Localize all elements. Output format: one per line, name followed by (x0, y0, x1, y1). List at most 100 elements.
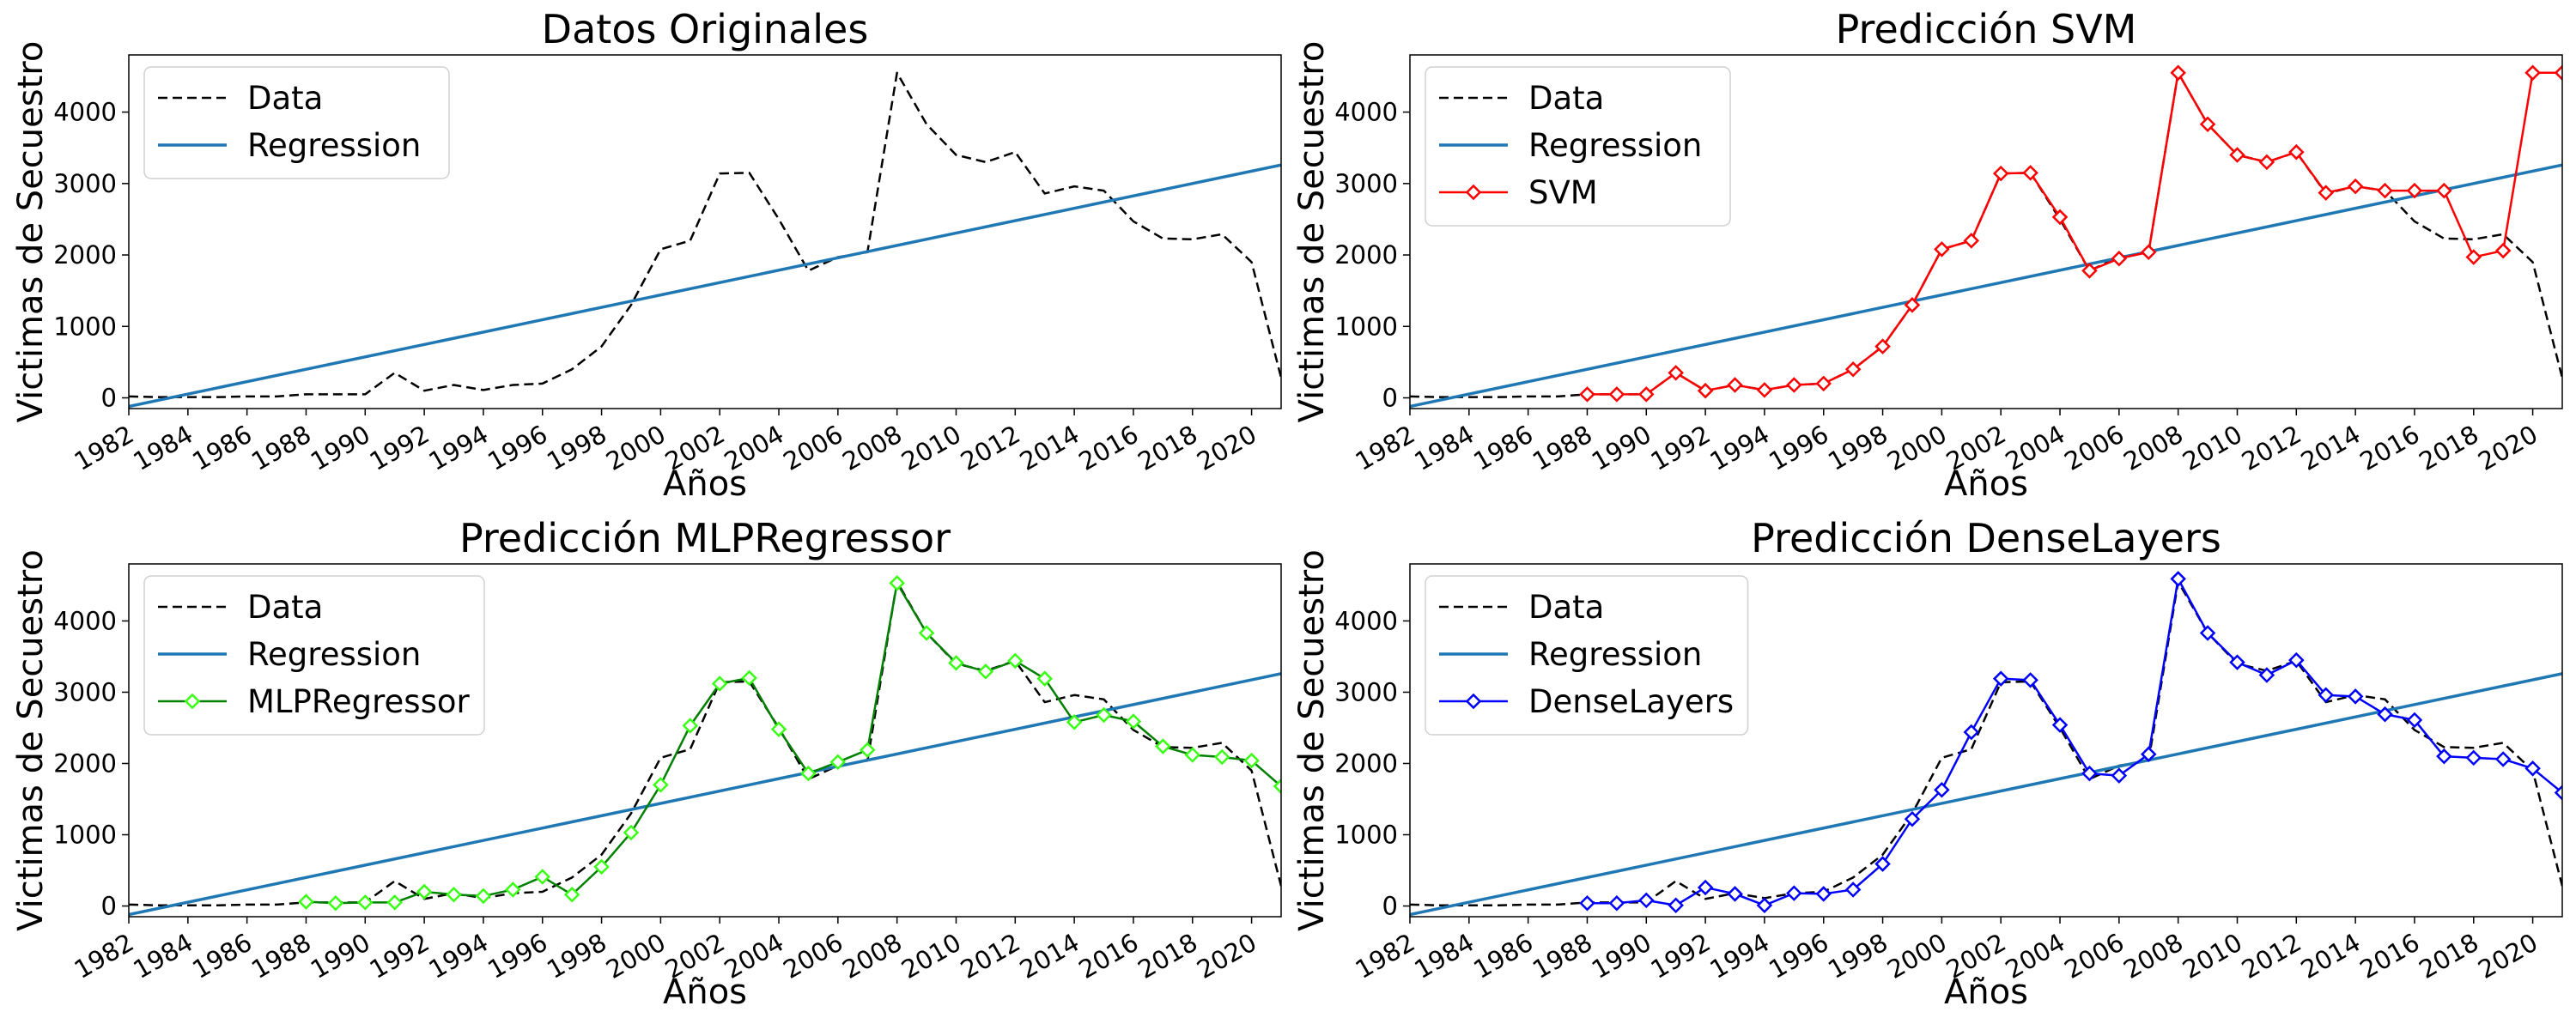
y-tick-label: 1000 (53, 312, 117, 341)
y-tick-label: 2000 (53, 748, 117, 778)
x-tick-label: 1998 (542, 928, 611, 985)
data-point-denselayers (1638, 892, 1655, 909)
legend-item-mlpregressor: MLPRegressor (158, 683, 470, 720)
data-point-denselayers (2318, 687, 2334, 704)
legend-label: Data (1528, 80, 1604, 117)
data-point-denselayers (2170, 571, 2186, 587)
x-tick-label: 2000 (601, 420, 671, 476)
data-point-svm (2377, 182, 2393, 199)
y-tick-label: 1000 (1334, 312, 1398, 341)
y-tick-label: 0 (1382, 892, 1398, 921)
x-tick-label: 2006 (2059, 928, 2129, 985)
data-point-svm (1579, 386, 1595, 403)
x-tick-label: 1984 (1409, 420, 1479, 476)
data-point-denselayers (2022, 672, 2038, 688)
x-tick-label: 2006 (2059, 420, 2129, 476)
x-tick-label: 1988 (1528, 928, 1597, 985)
x-tick-label: 2020 (1192, 420, 1261, 476)
x-tick-label: 1998 (1823, 420, 1893, 476)
legend-label: MLPRegressor (247, 683, 470, 720)
series-line-mlpregressor (306, 582, 1281, 905)
data-point-mlpregressor (800, 765, 817, 782)
legend-label: DenseLayers (1528, 683, 1734, 720)
data-point-mlpregressor (446, 886, 462, 903)
series-line-regression (1410, 163, 2562, 409)
data-point-denselayers (2199, 625, 2216, 641)
x-tick-label: 1994 (1704, 420, 1774, 476)
data-point-svm (2347, 178, 2364, 195)
series-line-data (129, 71, 1281, 398)
data-point-svm (1992, 165, 2009, 182)
x-tick-label: 1996 (1764, 928, 1833, 985)
y-tick-label: 1000 (1334, 821, 1398, 850)
data-point-svm (2554, 64, 2562, 82)
data-point-svm (2022, 165, 2038, 181)
data-point-svm (1934, 241, 1950, 258)
data-point-svm (1608, 386, 1625, 403)
data-point-denselayers (2258, 667, 2275, 683)
x-tick-label: 2008 (837, 420, 907, 476)
x-tick-label: 2020 (2473, 420, 2543, 476)
data-point-mlpregressor (593, 858, 610, 876)
data-point-mlpregressor (475, 888, 492, 905)
data-point-denselayers (1668, 897, 1684, 913)
x-tick-label: 1990 (1587, 420, 1656, 476)
axes-frame (128, 54, 1282, 409)
x-tick-label: 2016 (2355, 420, 2425, 476)
plot-area (129, 71, 1281, 409)
x-tick-label: 2020 (2473, 928, 2543, 985)
y-axis-label: Victimas de Secuestro (11, 41, 51, 423)
chart-title: Predicción MLPRegressor (459, 515, 951, 561)
legend-box (1425, 575, 1749, 736)
series-line-regression (1410, 672, 2562, 917)
data-point-mlpregressor (1243, 752, 1260, 769)
x-tick-label: 2006 (778, 928, 848, 985)
data-point-denselayers (2288, 651, 2305, 669)
data-point-mlpregressor (859, 742, 876, 758)
data-point-mlpregressor (1007, 652, 1024, 670)
x-tick-label: 1996 (483, 928, 552, 985)
x-tick-label: 1984 (128, 420, 197, 476)
series-line-denselayers (1587, 578, 2562, 906)
data-point-svm (2051, 209, 2069, 226)
legend-item-data: Data (1439, 589, 1604, 626)
data-point-mlpregressor (918, 625, 935, 641)
data-point-denselayers (2465, 749, 2482, 766)
axes-frame (1409, 563, 2563, 918)
data-point-svm (2199, 116, 2216, 133)
x-tick-label: 2010 (2178, 928, 2247, 985)
legend-item-regression: Regression (158, 636, 421, 673)
x-axis-label: Años (1944, 972, 2028, 1012)
x-tick-label: 2008 (2118, 420, 2188, 476)
data-point-denselayers (2524, 760, 2541, 777)
data-point-svm (2494, 242, 2512, 259)
x-tick-label: 1994 (423, 928, 493, 985)
x-tick-label: 2012 (2237, 420, 2306, 476)
x-tick-label: 1992 (365, 420, 434, 476)
y-tick-label: 2000 (53, 240, 117, 270)
data-point-denselayers (1786, 885, 1802, 901)
y-tick-label: 0 (1382, 384, 1398, 413)
legend-item-regression: Regression (1439, 127, 1702, 164)
data-point-denselayers (2111, 767, 2128, 784)
data-point-denselayers (2140, 746, 2157, 762)
data-point-mlpregressor (1273, 778, 1281, 795)
chart-panel-4: Predicción DenseLayers 0 1000 2000 3000 4000 1… (1292, 515, 2563, 1012)
x-tick-label: 2010 (896, 928, 966, 985)
legend-label: Regression (247, 127, 421, 164)
data-point-svm (2288, 143, 2305, 161)
y-tick-label: 2000 (1334, 240, 1398, 270)
x-tick-label: 1992 (1646, 928, 1716, 985)
data-point-mlpregressor (1155, 738, 1171, 754)
y-tick-label: 4000 (1334, 606, 1398, 635)
data-point-denselayers (1579, 894, 1595, 912)
data-point-mlpregressor (1096, 706, 1112, 724)
x-tick-label: 2010 (896, 420, 966, 476)
x-tick-label: 1982 (1351, 928, 1420, 985)
x-tick-label: 2018 (1133, 928, 1202, 985)
y-tick-label: 4000 (1334, 98, 1398, 127)
y-tick-label: 3000 (53, 169, 117, 198)
legend-label: Regression (1528, 127, 1702, 164)
legend-marker (1465, 693, 1482, 710)
data-point-svm (1904, 297, 1921, 313)
